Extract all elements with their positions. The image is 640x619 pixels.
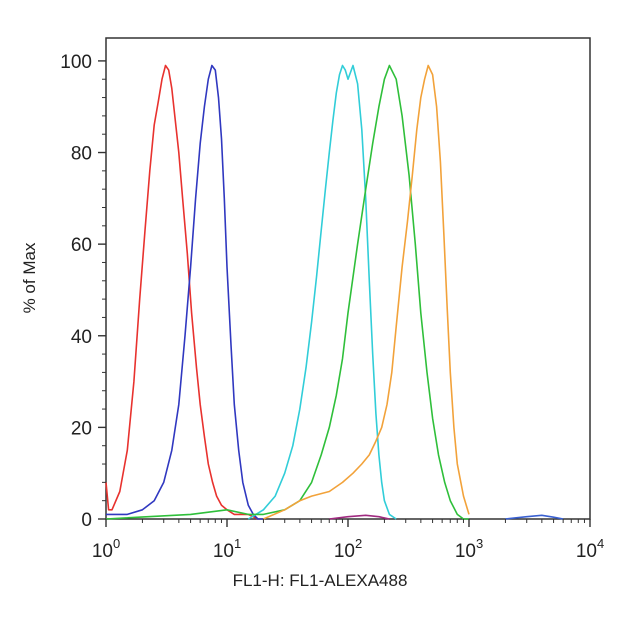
series-line-6 xyxy=(505,514,564,520)
x-axis: 100 101 102 103 104 xyxy=(92,519,604,562)
y-tick-label: 40 xyxy=(71,327,92,348)
series-line-5 xyxy=(329,514,390,520)
x-axis-label: FL1-H: FL1-ALEXA488 xyxy=(233,571,408,590)
plot-area xyxy=(105,37,591,520)
series-group xyxy=(105,64,564,520)
x-tick-label: 104 xyxy=(576,536,604,562)
series-line-4 xyxy=(263,64,470,520)
series-line-0 xyxy=(105,64,259,520)
series-line-1 xyxy=(106,64,264,520)
series-line-2 xyxy=(247,64,397,520)
y-tick-label: 80 xyxy=(71,144,92,165)
x-tick-label: 102 xyxy=(334,536,362,562)
y-axis: 0 20 40 60 80 100 xyxy=(60,52,106,531)
y-axis-label: % of Max xyxy=(20,242,39,313)
x-tick-label: 100 xyxy=(92,536,120,562)
y-tick-label: 20 xyxy=(71,418,92,439)
y-tick-label: 100 xyxy=(60,52,92,73)
y-tick-label: 60 xyxy=(71,235,92,256)
y-tick-label: 0 xyxy=(81,510,92,531)
x-tick-label: 103 xyxy=(455,536,483,562)
x-tick-label: 101 xyxy=(213,536,241,562)
